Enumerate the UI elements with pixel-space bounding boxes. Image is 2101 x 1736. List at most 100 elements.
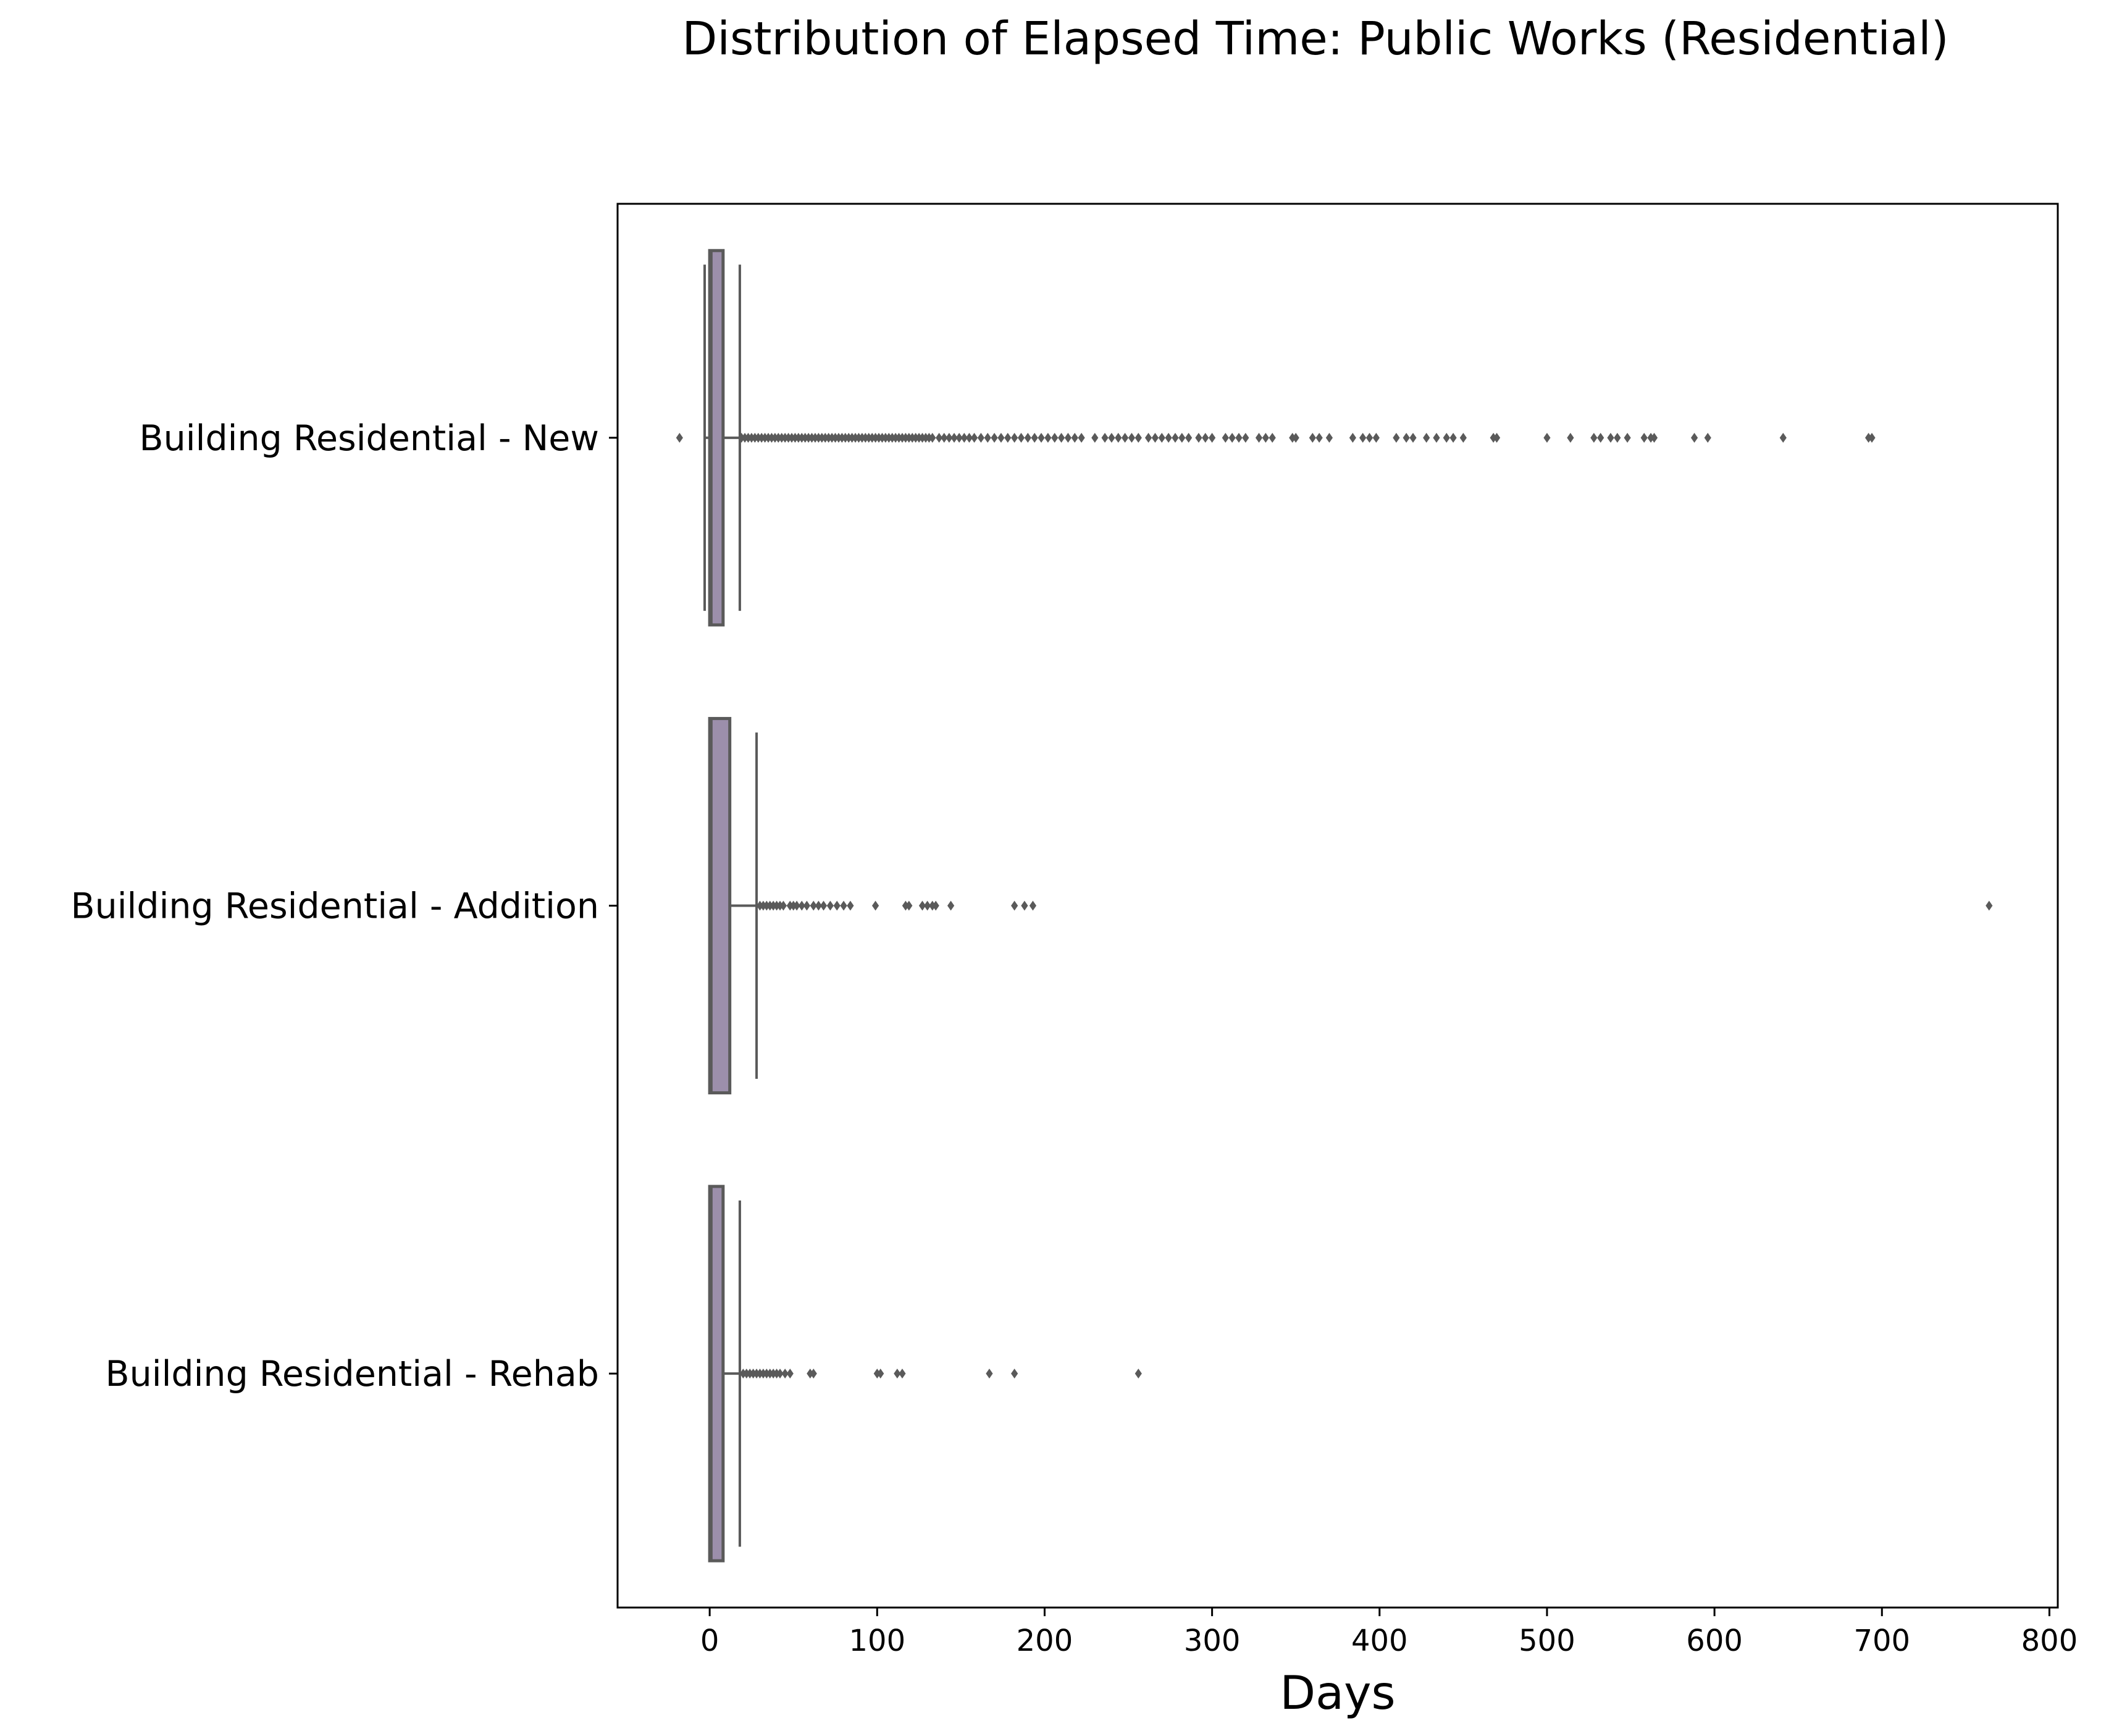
outlier-point: [1151, 432, 1159, 443]
outlier-point: [1011, 900, 1018, 911]
box-group-1: [708, 716, 1993, 1095]
outlier-point: [1624, 432, 1631, 443]
x-tick-label: 800: [2021, 1624, 2078, 1658]
outlier-point: [1607, 432, 1614, 443]
outlier-point: [833, 900, 841, 911]
outlier-point: [1255, 432, 1263, 443]
outlier-point: [1409, 432, 1417, 443]
outlier-point: [1158, 432, 1165, 443]
outlier-point: [1101, 432, 1109, 443]
outlier-point: [826, 900, 834, 911]
outlier-point: [960, 432, 968, 443]
outlier-point: [1403, 432, 1410, 443]
outlier-point: [1202, 432, 1209, 443]
plot-layer: [676, 249, 1993, 1562]
outlier-point: [1178, 432, 1186, 443]
outlier-point: [1064, 432, 1072, 443]
outlier-point: [941, 432, 948, 443]
outlier-point: [1325, 432, 1333, 443]
outlier-point: [798, 900, 805, 911]
outlier-point: [1128, 432, 1136, 443]
outlier-point: [918, 900, 926, 911]
iqr-box: [708, 249, 725, 627]
x-tick-label: 700: [1853, 1624, 1910, 1658]
outlier-point: [1031, 432, 1038, 443]
outlier-point: [1349, 432, 1357, 443]
outlier-point: [1057, 432, 1065, 443]
outlier-point: [1228, 432, 1236, 443]
outlier-point: [1144, 432, 1152, 443]
outlier-point: [1459, 432, 1467, 443]
outlier-point: [810, 900, 817, 911]
outlier-point: [1029, 900, 1037, 911]
outlier-point: [676, 432, 683, 443]
outlier-point: [1017, 432, 1025, 443]
outlier-point: [1614, 432, 1621, 443]
x-tick-label: 0: [700, 1624, 719, 1658]
outlier-point: [776, 1369, 784, 1379]
outlier-point: [1365, 432, 1373, 443]
iqr-box: [708, 716, 732, 1095]
outlier-point: [1393, 432, 1400, 443]
outlier-point: [970, 432, 978, 443]
x-axis: 0 100 200 300 400 500 600 700 800: [700, 1608, 2078, 1658]
outlier-point: [1122, 432, 1129, 443]
outlier-point: [1449, 432, 1457, 443]
outlier-point: [1172, 432, 1179, 443]
outlier-point: [977, 432, 985, 443]
y-tick-label: Building Residential - Rehab: [106, 1354, 599, 1394]
outlier-point: [1597, 432, 1604, 443]
outlier-point: [1222, 432, 1229, 443]
x-tick-label: 100: [849, 1624, 905, 1658]
x-axis-label: Days: [1280, 1666, 1395, 1720]
y-tick-label: Building Residential - New: [140, 418, 599, 459]
outlier-point: [984, 432, 991, 443]
iqr-box: [708, 1185, 725, 1562]
y-axis: Building Residential - New Building Resid…: [70, 418, 618, 1394]
outlier-point: [894, 1369, 901, 1379]
outlier-point: [871, 900, 879, 911]
outlier-point: [946, 432, 953, 443]
outlier-point: [924, 900, 931, 911]
x-tick-label: 500: [1519, 1624, 1575, 1658]
outlier-point: [1269, 432, 1276, 443]
outlier-point: [803, 900, 811, 911]
outlier-point: [905, 900, 913, 911]
outlier-point: [950, 432, 958, 443]
outlier-point: [1115, 432, 1122, 443]
chart-title: Distribution of Elapsed Time: Public Wor…: [682, 12, 1948, 65]
outlier-point: [1011, 1369, 1018, 1379]
outlier-point: [1543, 432, 1551, 443]
outlier-point: [1986, 900, 1993, 911]
outlier-point: [1640, 432, 1648, 443]
outlier-point: [1235, 432, 1243, 443]
outlier-point: [1433, 432, 1440, 443]
outlier-point: [1091, 432, 1099, 443]
outlier-point: [1071, 432, 1078, 443]
outlier-point: [793, 900, 800, 911]
box-group-2: [708, 1185, 1142, 1562]
outlier-point: [929, 432, 936, 443]
outlier-point: [779, 900, 787, 911]
outlier-point: [1044, 432, 1052, 443]
outlier-point: [986, 1369, 993, 1379]
outlier-point: [1051, 432, 1059, 443]
outlier-point: [1165, 432, 1172, 443]
outlier-point: [1690, 432, 1698, 443]
outlier-point: [1209, 432, 1216, 443]
outlier-point: [1315, 432, 1323, 443]
box-group-0: [676, 249, 1876, 627]
outlier-point: [1359, 432, 1367, 443]
outlier-point: [1038, 432, 1045, 443]
outlier-point: [1108, 432, 1115, 443]
outlier-point: [1372, 432, 1380, 443]
outlier-point: [997, 432, 1005, 443]
outlier-point: [955, 432, 963, 443]
x-tick-label: 400: [1351, 1624, 1408, 1658]
outlier-point: [936, 432, 943, 443]
outlier-point: [1567, 432, 1574, 443]
outlier-point: [1242, 432, 1249, 443]
outlier-point: [877, 1369, 884, 1379]
outlier-point: [1590, 432, 1598, 443]
